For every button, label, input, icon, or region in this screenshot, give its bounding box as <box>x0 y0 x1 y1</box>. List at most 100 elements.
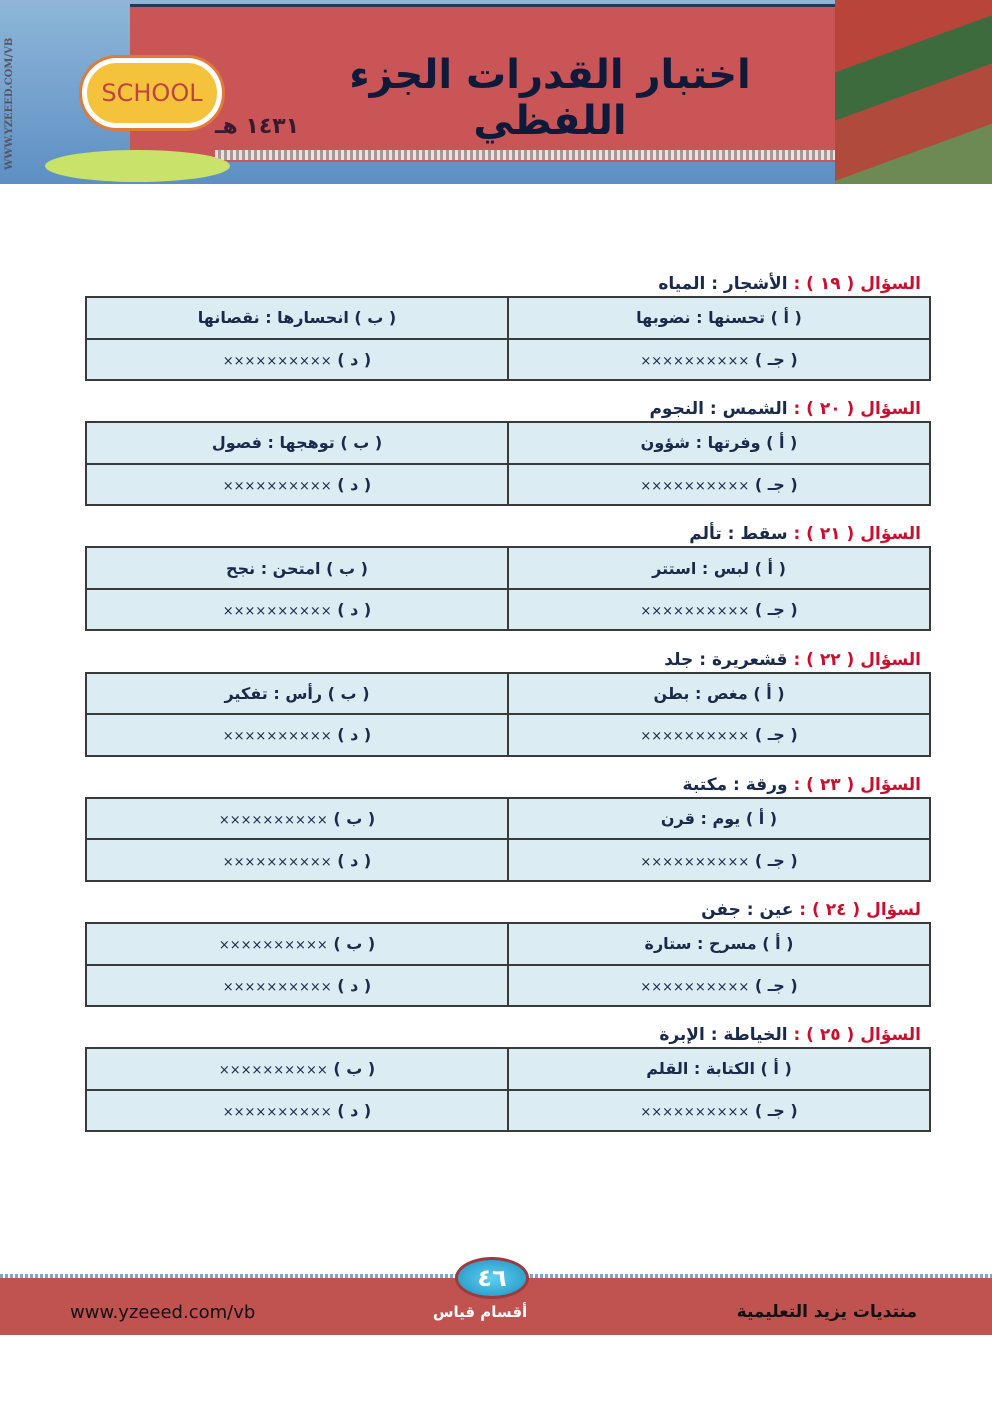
option-b: ( ب ) ×××××××××× <box>85 796 509 841</box>
option-text: تحسنها : نضوبها <box>636 308 765 328</box>
option-label: ( جـ ) <box>754 600 798 620</box>
option-text: مغص : بطن <box>653 683 748 703</box>
option-d: ( د ) ×××××××××× <box>85 462 509 507</box>
option-label: ( جـ ) <box>754 975 798 995</box>
option-label: ( جـ ) <box>754 725 798 745</box>
option-c: ( جـ ) ×××××××××× <box>507 838 931 882</box>
option-text: رأس : تفكير <box>224 683 323 703</box>
option-label: ( أ ) <box>745 809 778 829</box>
option-text: ×××××××××× <box>222 1104 332 1120</box>
zigzag-divider <box>215 150 835 160</box>
books-illustration <box>835 0 992 184</box>
option-text: مسرح : ستارة <box>644 934 757 954</box>
option-label: ( أ ) <box>762 934 794 954</box>
option-a: ( أ ) وفرتها : شؤون <box>507 421 931 465</box>
question-stem: سقط : تألم <box>689 524 788 545</box>
question-number: لسؤال ( ٢٤ ) : <box>799 900 921 920</box>
option-b: ( ب ) انحسارها : نقصانها <box>85 296 509 340</box>
option-label: ( ب ) <box>327 683 370 703</box>
option-text: ×××××××××× <box>222 353 332 369</box>
option-text: يوم : قرن <box>660 809 741 829</box>
option-a: ( أ ) مسرح : ستارة <box>507 922 931 966</box>
option-label: ( د ) <box>337 725 372 745</box>
option-label: ( أ ) <box>770 308 802 328</box>
option-label: ( د ) <box>337 850 372 870</box>
option-text: ×××××××××× <box>640 729 750 745</box>
option-label: ( ب ) <box>333 934 376 954</box>
option-a: ( أ ) لبس : استتر <box>507 546 931 590</box>
option-label: ( جـ ) <box>754 474 798 494</box>
question-number: السؤال ( ٢٥ ) : <box>793 1025 921 1046</box>
footer-url: www.yzeeed.com/vb <box>70 1302 256 1323</box>
option-label: ( أ ) <box>753 683 785 703</box>
question-label: السؤال ( ٢٥ ) : الخياطة : الإبرة <box>659 1025 921 1045</box>
option-label: ( ب ) <box>333 809 376 829</box>
options-table: ( أ ) وفرتها : شؤون( ب ) توهجها : فصول( … <box>85 421 931 507</box>
page-number-badge: ٤٦ <box>455 1257 529 1299</box>
option-c: ( جـ ) ×××××××××× <box>507 337 931 381</box>
option-d: ( د ) ×××××××××× <box>85 337 509 381</box>
side-watermark: WWW.YZEEED.COM/VB <box>4 37 15 170</box>
option-text: امتحن : نجح <box>226 558 321 578</box>
option-c: ( جـ ) ×××××××××× <box>507 462 931 507</box>
option-text: ×××××××××× <box>640 979 750 995</box>
option-b: ( ب ) توهجها : فصول <box>85 421 509 465</box>
option-text: ×××××××××× <box>222 979 332 995</box>
title-banner <box>130 4 890 162</box>
option-b: ( ب ) رأس : تفكير <box>85 671 509 716</box>
option-a: ( أ ) مغص : بطن <box>507 671 931 716</box>
option-text: ×××××××××× <box>222 729 332 745</box>
option-label: ( ب ) <box>354 308 397 328</box>
option-label: ( جـ ) <box>754 349 798 369</box>
option-label: ( أ ) <box>766 433 798 453</box>
option-b: ( ب ) امتحن : نجح <box>85 546 509 590</box>
footer-forum-name: منتديات يزيد التعليمية <box>736 1302 917 1322</box>
options-table: ( أ ) تحسنها : نضوبها( ب ) انحسارها : نق… <box>85 296 931 381</box>
option-text: ×××××××××× <box>640 1104 750 1120</box>
question-number: السؤال ( ٢٠ ) : <box>793 399 921 420</box>
options-table: ( أ ) مسرح : ستارة( ب ) ××××××××××( جـ )… <box>85 922 931 1007</box>
option-label: ( د ) <box>337 975 372 995</box>
question-stem: عين : جفن <box>701 900 794 920</box>
year-label: ١٤٣١ هـ <box>215 114 300 139</box>
option-label: ( ب ) <box>326 558 368 578</box>
options-table: ( أ ) يوم : قرن( ب ) ××××××××××( جـ ) ××… <box>85 796 931 882</box>
question-label: لسؤال ( ٢٤ ) : عين : جفن <box>701 900 921 920</box>
option-label: ( ب ) <box>333 1059 376 1079</box>
page-header: WWW.YZEEED.COM/VB SCHOOL اختبار القدرات … <box>0 0 992 184</box>
question-stem: قشعريرة : جلد <box>664 649 788 670</box>
question-number: السؤال ( ١٩ ) : <box>793 274 921 294</box>
option-a: ( أ ) تحسنها : نضوبها <box>507 296 931 340</box>
school-sign-illustration: SCHOOL <box>82 58 222 128</box>
option-b: ( ب ) ×××××××××× <box>85 922 509 966</box>
question-stem: الشمس : النجوم <box>649 399 788 420</box>
option-label: ( د ) <box>337 474 372 494</box>
option-text: لبس : استتر <box>652 558 750 578</box>
option-label: ( جـ ) <box>754 1100 798 1120</box>
question-label: السؤال ( ٢٢ ) : قشعريرة : جلد <box>664 650 921 670</box>
option-d: ( د ) ×××××××××× <box>85 963 509 1007</box>
option-label: ( أ ) <box>754 558 786 578</box>
option-text: ×××××××××× <box>218 813 328 829</box>
option-label: ( د ) <box>337 1100 372 1120</box>
option-a: ( أ ) يوم : قرن <box>507 796 931 841</box>
option-c: ( جـ ) ×××××××××× <box>507 963 931 1007</box>
option-text: ×××××××××× <box>640 353 750 369</box>
option-label: ( جـ ) <box>754 850 798 870</box>
grass-illustration <box>45 150 230 182</box>
option-text: ×××××××××× <box>218 938 328 954</box>
option-c: ( جـ ) ×××××××××× <box>507 587 931 632</box>
option-label: ( د ) <box>337 349 372 369</box>
option-text: انحسارها : نقصانها <box>197 308 349 328</box>
question-label: السؤال ( ١٩ ) : الأشجار : المياه <box>658 274 921 294</box>
question-label: السؤال ( ٢١ ) : سقط : تألم <box>689 524 921 544</box>
option-text: ×××××××××× <box>222 604 332 620</box>
question-label: السؤال ( ٢٠ ) : الشمس : النجوم <box>649 399 921 419</box>
question-number: السؤال ( ٢٣ ) : <box>793 774 921 795</box>
option-text: ×××××××××× <box>222 478 332 494</box>
option-text: ×××××××××× <box>640 604 750 620</box>
question-stem: الخياطة : الإبرة <box>659 1025 788 1046</box>
question-label: السؤال ( ٢٣ ) : ورقة : مكتبة <box>683 775 921 795</box>
footer-section: أقسام قياس <box>432 1303 528 1321</box>
option-text: وفرتها : شؤون <box>640 433 761 453</box>
